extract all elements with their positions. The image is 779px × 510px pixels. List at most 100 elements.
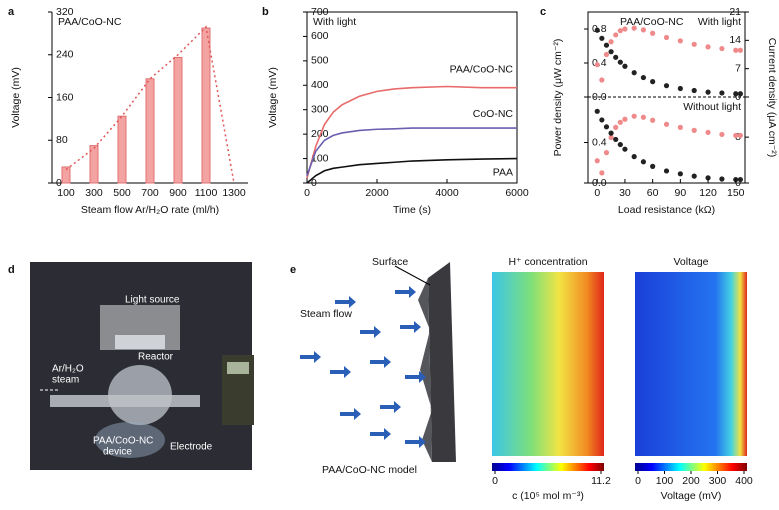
data-point: [608, 134, 614, 141]
y-tick-label: 300: [311, 103, 329, 115]
x-tick-label: 100: [57, 187, 75, 199]
v-map: [635, 272, 747, 456]
h-colorbar: [492, 463, 604, 471]
colorbar-label: c (10⁵ mol m⁻³): [512, 490, 584, 502]
x-tick-label: 300: [85, 187, 103, 199]
map-title: H⁺ concentration: [508, 256, 587, 268]
data-point: [631, 70, 637, 76]
y-tick-label: 0: [56, 177, 62, 189]
data-point: [613, 32, 619, 38]
data-point: [705, 89, 711, 95]
y-tick-label: 160: [56, 91, 74, 103]
flow-arrow: [335, 296, 356, 308]
axis-title: Steam flow Ar/H₂O rate (ml/h): [81, 204, 219, 216]
axis-title: Voltage (mV): [267, 67, 279, 128]
y-tick-label: 0: [735, 177, 741, 189]
data-point: [691, 87, 697, 94]
data-point: [594, 158, 600, 164]
colorbar-label: Voltage (mV): [661, 490, 722, 502]
y-tick-label: 320: [56, 6, 74, 18]
photo-label: Reactor: [138, 352, 174, 363]
data-point: [640, 74, 647, 81]
photo-label: steam: [52, 375, 79, 386]
data-point: [677, 38, 683, 44]
y-tick-label: 21: [729, 6, 741, 18]
data-point: [603, 42, 610, 48]
surface-pointer: [394, 265, 431, 286]
surface-rough: [418, 278, 432, 462]
x-tick-label: 150: [727, 187, 745, 199]
series-label: PAA/CoO-NC: [450, 64, 514, 76]
data-point: [622, 63, 628, 69]
y-tick-label: 80: [56, 134, 68, 146]
photo-label: Light source: [125, 295, 180, 306]
data-point: [603, 124, 610, 130]
bar: [61, 166, 71, 184]
data-point: [599, 35, 605, 41]
colorbar-tick-label: 11.2: [591, 475, 611, 487]
data-point: [737, 176, 743, 183]
data-point: [677, 124, 683, 130]
panel-label: b: [262, 6, 269, 18]
panel-label: a: [8, 6, 15, 18]
model-caption: PAA/CoO-NC model: [322, 464, 417, 476]
y-tick-label: 0.0: [592, 177, 607, 189]
data-point: [603, 51, 610, 58]
data-point: [622, 26, 628, 32]
data-point: [719, 90, 725, 96]
flow-arrow: [370, 428, 391, 440]
multimeter-display: [227, 362, 249, 374]
data-point: [677, 85, 683, 92]
data-point: [733, 47, 739, 53]
panel-label: c: [540, 6, 546, 18]
data-point: [705, 175, 711, 181]
data-point: [737, 91, 743, 97]
data-point: [631, 25, 637, 31]
y-tick-label: 600: [311, 30, 329, 42]
v-colorbar: [635, 463, 747, 471]
flow-arrow: [340, 408, 361, 420]
colorbar-tick-label: 200: [682, 475, 700, 487]
y-tick-label: 0.4: [592, 136, 607, 148]
x-tick-label: 30: [619, 187, 631, 199]
flow-arrow: [300, 351, 321, 363]
y-tick-label: 0: [735, 91, 741, 103]
bar: [145, 78, 155, 184]
y-tick-label: 14: [729, 34, 741, 46]
surface-slab: [428, 262, 456, 462]
y-tick-label: 0: [311, 177, 317, 189]
axis-title: Load resistance (kΩ): [618, 204, 715, 216]
y-tick-label: 7: [735, 62, 741, 74]
data-point: [663, 83, 670, 89]
data-point: [719, 176, 725, 182]
bar: [89, 145, 99, 184]
data-point: [691, 173, 697, 179]
series-label: PAA: [493, 166, 513, 178]
flow-arrow: [380, 401, 401, 413]
data-point: [613, 124, 619, 130]
y-tick-label: 8: [735, 131, 741, 143]
panel-d-photo: d Light source Reactor Ar/H₂O steam PAA/…: [8, 262, 254, 470]
y-tick-label: 100: [311, 152, 329, 164]
data-point: [599, 117, 605, 123]
panel-label: e: [290, 264, 296, 276]
y-tick-label: 500: [311, 55, 329, 67]
series-line: [306, 85, 517, 179]
flow-arrow: [330, 366, 351, 378]
x-tick-label: 900: [169, 187, 187, 199]
colorbar-tick-label: 0: [635, 475, 641, 487]
flow-arrow: [370, 356, 391, 368]
data-point: [599, 77, 605, 83]
y-tick-label: 0.0: [592, 91, 607, 103]
data-point: [613, 136, 619, 143]
tube: [50, 395, 200, 407]
trend-line: [65, 25, 235, 184]
colorbar-tick-label: 100: [656, 475, 674, 487]
data-point: [705, 129, 711, 136]
annotation: With light: [313, 16, 356, 28]
data-point: [691, 127, 697, 133]
subplot-label: Without light: [683, 101, 741, 113]
x-tick-label: 1300: [222, 187, 246, 199]
series-line: [306, 157, 518, 184]
x-tick-label: 500: [113, 187, 131, 199]
